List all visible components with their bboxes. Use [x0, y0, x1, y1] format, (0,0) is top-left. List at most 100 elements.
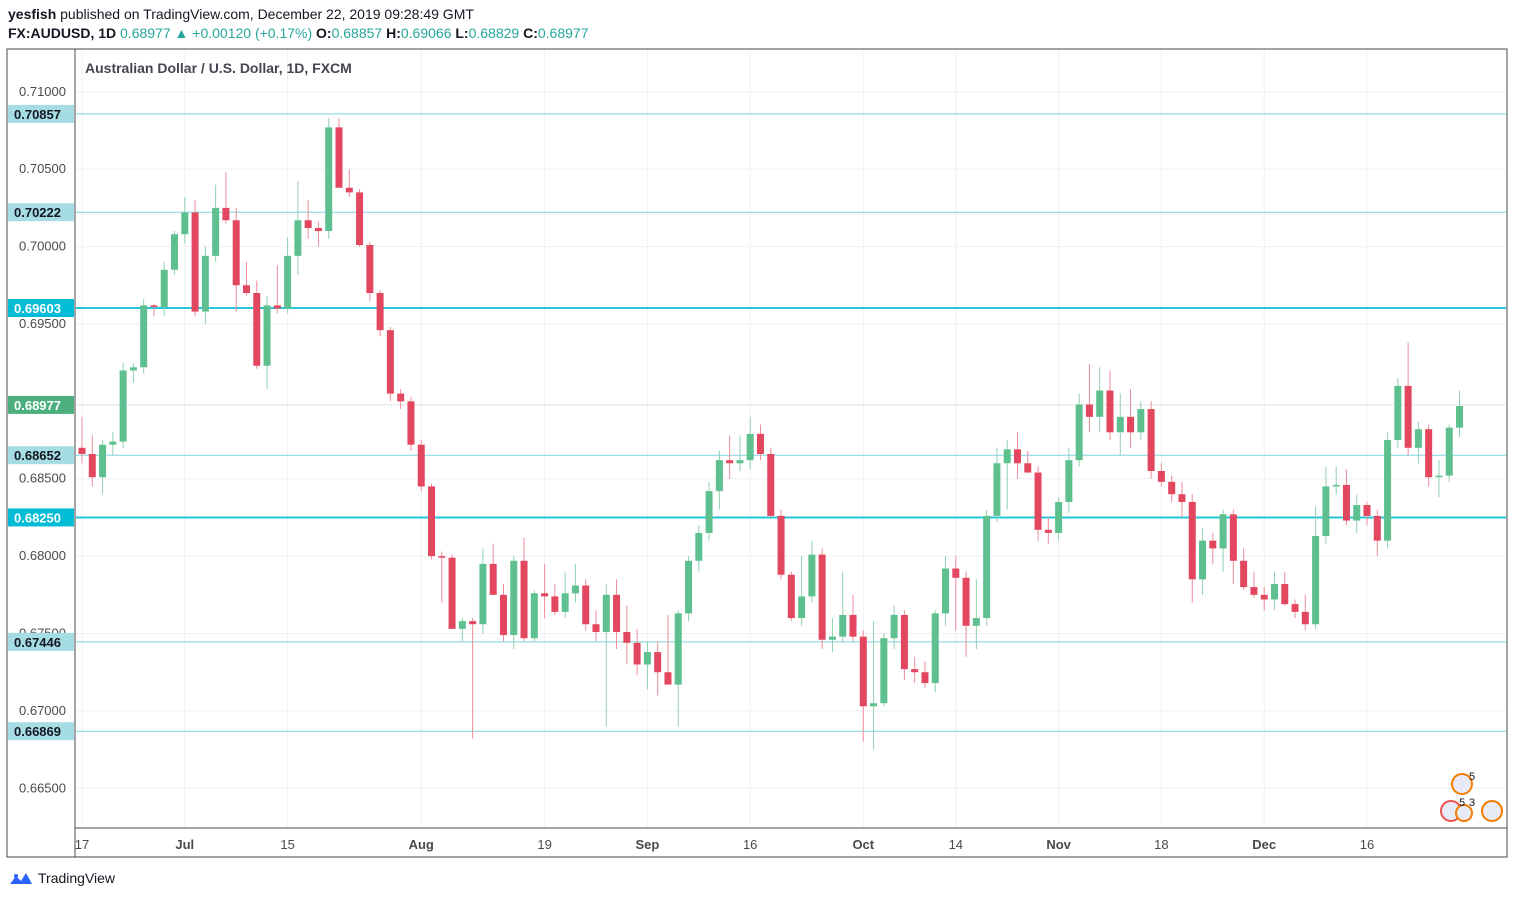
- price-axis: 0.71000 0.70500 0.70000 0.69500 0.68500 0.680…: [19, 84, 66, 796]
- candle: [356, 189, 364, 247]
- us-flag-icon[interactable]: [1481, 800, 1503, 822]
- price-tick-label: 0.70500: [19, 161, 66, 176]
- candle: [1013, 432, 1021, 479]
- high-value: 0.69066: [400, 25, 452, 41]
- level-label-bg: [8, 104, 74, 123]
- candle-body: [983, 515, 991, 619]
- candle-body: [561, 593, 569, 612]
- candle: [664, 614, 672, 685]
- price-tick-label: 0.66500: [19, 780, 66, 795]
- candle-body: [366, 245, 374, 294]
- candle: [746, 416, 754, 470]
- candle: [942, 556, 950, 626]
- candle: [181, 197, 189, 244]
- candle-body: [448, 557, 456, 629]
- candle: [828, 618, 836, 653]
- tradingview-logo-icon[interactable]: [8, 870, 34, 886]
- chart-title: Australian Dollar / U.S. Dollar, 1D, FXC…: [85, 60, 352, 76]
- candle: [1229, 509, 1237, 584]
- candle-body: [201, 255, 209, 312]
- candle: [448, 554, 456, 629]
- candle-body: [119, 370, 127, 442]
- candle-body: [1342, 484, 1350, 521]
- candle: [890, 605, 898, 650]
- level-labels: 0.70857 0.70222 0.69603 0.68977 0.68652 0.682…: [8, 104, 74, 741]
- candle: [222, 172, 230, 224]
- price-tick-label: 0.71000: [19, 84, 66, 99]
- candle-body: [325, 127, 333, 232]
- candle: [972, 579, 980, 650]
- price-tick-label: 0.69500: [19, 316, 66, 331]
- candle-body: [1106, 390, 1114, 433]
- time-tick-label: 16: [1360, 837, 1374, 852]
- candle-body: [1394, 385, 1402, 441]
- candle-body: [530, 593, 538, 639]
- candle-body: [191, 212, 199, 312]
- candle: [602, 583, 610, 727]
- level-label-bg: [8, 446, 74, 465]
- candle-body: [942, 568, 950, 614]
- candle: [1394, 378, 1402, 448]
- candle-body: [859, 636, 867, 707]
- level-label: 0.69603: [14, 301, 61, 316]
- candle: [438, 551, 446, 603]
- candle-body: [1414, 429, 1422, 448]
- candle: [756, 424, 764, 461]
- candle-body: [777, 515, 785, 575]
- time-tick-label: 17: [75, 837, 89, 852]
- candle: [1404, 342, 1412, 456]
- candle: [1301, 594, 1309, 631]
- candle-body: [839, 614, 847, 637]
- candle-body: [685, 560, 693, 614]
- candle: [119, 362, 127, 448]
- candle: [582, 579, 590, 631]
- candle-body: [1178, 494, 1186, 502]
- candle-body: [222, 207, 230, 221]
- level-label: 0.68250: [14, 510, 61, 525]
- candle: [541, 563, 549, 619]
- au-flag-icon[interactable]: [1455, 804, 1473, 822]
- us-flag-icon[interactable]: [1451, 773, 1473, 795]
- footer: TradingView: [8, 870, 115, 886]
- close-value: 0.68977: [537, 25, 589, 41]
- event-badge-count: 5: [1469, 771, 1475, 783]
- candle: [1456, 390, 1464, 437]
- tradingview-brand[interactable]: TradingView: [38, 870, 116, 886]
- symbol-name[interactable]: FX:AUDUSD, 1D: [8, 25, 117, 41]
- candle-body: [294, 220, 302, 256]
- candle-body: [140, 305, 148, 368]
- price-change: +0.00120 (+0.17%): [192, 25, 313, 41]
- candle-body: [479, 563, 487, 625]
- candle-body: [1456, 405, 1464, 428]
- candle-body: [1322, 486, 1330, 537]
- candle-body: [232, 220, 240, 286]
- candle-body: [695, 532, 703, 561]
- candle-body: [715, 460, 723, 492]
- up-arrow-icon: ▲: [174, 25, 189, 41]
- candle-body: [962, 577, 970, 626]
- candle-body: [921, 672, 929, 684]
- candle-body: [1096, 390, 1104, 417]
- low-value: 0.68829: [468, 25, 520, 41]
- candle: [1435, 460, 1443, 498]
- candle-body: [1291, 604, 1299, 612]
- candle: [921, 661, 929, 688]
- candles: [78, 118, 1464, 750]
- event-badges[interactable]: 5 5 3: [1440, 771, 1503, 822]
- candle: [284, 237, 292, 314]
- candle: [1281, 571, 1289, 606]
- candle-body: [1250, 587, 1258, 595]
- candle-body: [520, 560, 528, 639]
- candle-body: [109, 441, 117, 445]
- candle: [695, 525, 703, 572]
- price-tick-label: 0.68000: [19, 548, 66, 563]
- candle: [911, 656, 919, 684]
- candle-body: [664, 672, 672, 685]
- candle: [263, 296, 271, 389]
- candle-body: [345, 187, 353, 193]
- symbol-info: FX:AUDUSD, 1D 0.68977 ▲ +0.00120 (+0.17%…: [8, 25, 588, 41]
- candle: [232, 207, 240, 312]
- author[interactable]: yesfish: [8, 6, 57, 22]
- candle: [1425, 424, 1433, 487]
